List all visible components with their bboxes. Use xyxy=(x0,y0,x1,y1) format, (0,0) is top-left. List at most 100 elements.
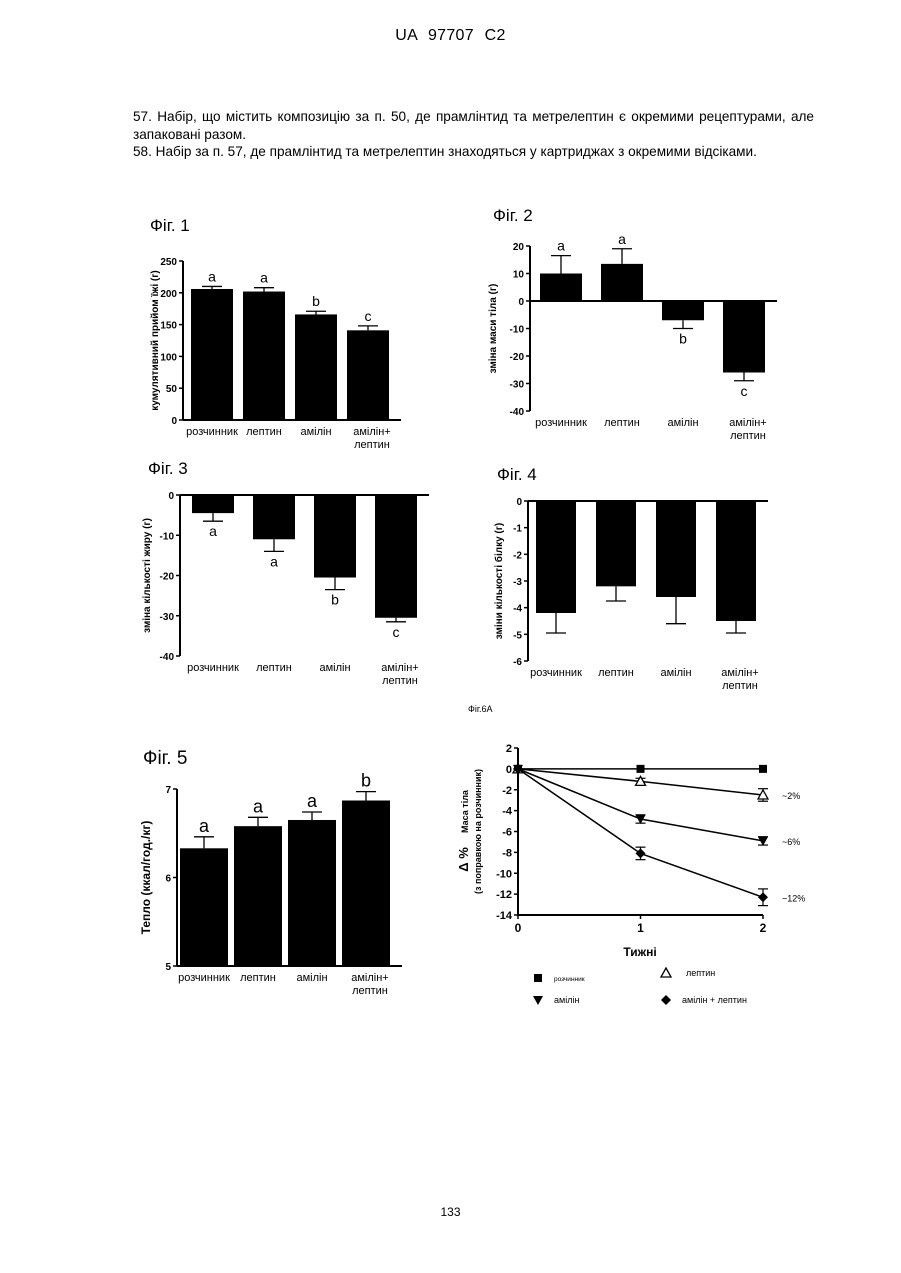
chart2-x-tick-label: амілін+лептин xyxy=(729,417,767,442)
chart6-point xyxy=(758,892,768,902)
chart5-y-tick-label: 6 xyxy=(165,874,171,885)
chart6-legend-marker xyxy=(533,996,543,1005)
chart5-bar xyxy=(288,820,336,966)
chart2-significance-letter: a xyxy=(618,231,626,247)
chart4-x-tick-label: амілін+лептин xyxy=(721,667,759,692)
chart2-significance-letter: b xyxy=(679,331,687,347)
chart4-x-tick-label: розчинник xyxy=(530,667,582,679)
chart4-x-tick-label: лептин xyxy=(598,667,634,679)
chart1-x-tick-label: амілін+лептин xyxy=(353,426,391,451)
chart4-y-tick-label: -2 xyxy=(513,550,522,561)
chart1-bar xyxy=(243,292,285,420)
chart1-significance-letter: c xyxy=(365,308,372,324)
chart6-legend-marker xyxy=(661,995,671,1005)
chart6-legend-marker xyxy=(661,968,671,977)
chart3-bar xyxy=(314,495,356,578)
chart6-x-tick-label: 2 xyxy=(760,921,767,935)
chart6-y-tick-label: -2 xyxy=(502,785,512,797)
chart1-bar xyxy=(347,330,389,420)
chart2-x-tick-label: лептин xyxy=(604,417,640,429)
chart4-y-tick-label: -6 xyxy=(513,657,522,668)
chart3-bar xyxy=(253,495,295,539)
chart3-bar xyxy=(375,495,417,618)
chart5-significance-letter: a xyxy=(307,791,318,811)
chart3-x-tick-label: амілін+лептин xyxy=(381,662,419,687)
chart3-y-tick-label: -10 xyxy=(160,531,175,542)
chart4-y-tick-label: -3 xyxy=(513,577,522,588)
chart1-bar xyxy=(191,289,233,420)
chart4-bar xyxy=(716,501,756,621)
chart1-x-tick-label: амілін xyxy=(300,426,331,438)
chart2-x-tick-label: розчинник xyxy=(535,417,587,429)
chart2-y-tick-label: -10 xyxy=(510,325,525,336)
chart3-bar xyxy=(192,495,234,513)
chart4-bar xyxy=(656,501,696,597)
chart1-significance-letter: a xyxy=(208,268,216,284)
chart6-point xyxy=(637,765,645,773)
chart6-legend-label: розчинник xyxy=(554,976,585,983)
chart1-y-tick-label: 250 xyxy=(160,257,177,268)
charts-group: Фіг. 1050100150200250кумулятивний прийом… xyxy=(139,206,805,1005)
chart5-y-tick-label: 5 xyxy=(165,962,171,973)
chart2-x-tick-label: амілін xyxy=(667,417,698,429)
chart6-annotation: ~6% xyxy=(782,837,800,847)
chart5-significance-letter: b xyxy=(361,771,371,791)
chart4-bar xyxy=(596,501,636,586)
chart6-annotation: ~12% xyxy=(782,893,805,903)
chart6-y-tick-label: -14 xyxy=(496,910,513,922)
fig-6a-caption: Фіг.6А xyxy=(468,704,493,714)
chart2-significance-letter: c xyxy=(741,383,748,399)
chart6-y-tick-label: 0 xyxy=(506,764,512,776)
chart4-bar xyxy=(536,501,576,613)
chart5-x-tick-label: лептин xyxy=(240,972,276,984)
chart2-y-tick-label: 0 xyxy=(518,297,524,308)
chart6-y-tick-label: -6 xyxy=(502,827,512,839)
chart6-series-line xyxy=(518,769,763,897)
chart1-significance-letter: a xyxy=(260,270,268,286)
chart3-title: Фіг. 3 xyxy=(148,459,188,478)
chart2-bar xyxy=(601,264,643,301)
chart2-title: Фіг. 2 xyxy=(493,206,533,225)
chart5-y-tick-label: 7 xyxy=(165,785,171,796)
chart4-y-tick-label: -5 xyxy=(513,630,522,641)
chart6-y-tick-label: -12 xyxy=(496,889,512,901)
chart6-y-tick-label: -10 xyxy=(496,868,512,880)
chart4-y-label: зміни кількості білку (г) xyxy=(493,523,505,640)
chart3-x-tick-label: лептин xyxy=(256,662,292,674)
chart3-significance-letter: a xyxy=(270,553,278,569)
chart2-y-label: зміна маси тіла (г) xyxy=(488,284,499,374)
chart6-legend-label: амілін + лептин xyxy=(682,995,747,1005)
chart2-y-tick-label: 10 xyxy=(513,270,525,281)
chart6-y-label-sub: Маса тіла xyxy=(460,789,470,833)
chart3-y-tick-label: 0 xyxy=(168,491,174,502)
chart6-y-tick-label: -4 xyxy=(502,806,513,818)
chart2-y-tick-label: -40 xyxy=(510,407,525,418)
chart5-significance-letter: a xyxy=(253,796,264,816)
chart1-y-tick-label: 100 xyxy=(160,352,177,363)
chart3-x-tick-label: розчинник xyxy=(187,662,239,674)
chart6-y-label-sub2: (з поправкою на розчинник) xyxy=(473,769,483,894)
chart3-x-tick-label: амілін xyxy=(319,662,350,674)
chart4-y-tick-label: 0 xyxy=(516,497,522,508)
chart6-legend-label: лептин xyxy=(686,968,715,978)
chart2-bar xyxy=(723,301,765,373)
chart5-x-tick-label: амілін xyxy=(296,972,327,984)
chart4-title: Фіг. 4 xyxy=(497,465,537,484)
chart1-significance-letter: b xyxy=(312,293,320,309)
chart2-significance-letter: a xyxy=(557,238,565,254)
chart5-bar xyxy=(342,801,390,966)
chart2-y-tick-label: 20 xyxy=(513,242,525,253)
chart5-x-tick-label: амілін+лептин xyxy=(351,972,389,997)
chart6-x-tick-label: 0 xyxy=(515,921,522,935)
chart3-y-tick-label: -20 xyxy=(160,572,175,583)
chart1-y-label: кумулятивний прийом їжі (г) xyxy=(150,270,161,411)
chart1-bar xyxy=(295,314,337,420)
chart6-y-label-main: Δ % xyxy=(456,847,471,872)
chart3-significance-letter: b xyxy=(331,592,339,608)
chart1-y-tick-label: 50 xyxy=(166,384,178,395)
chart4-y-tick-label: -4 xyxy=(513,604,522,615)
chart2-y-tick-label: -30 xyxy=(510,380,525,391)
chart3-y-tick-label: -40 xyxy=(160,652,175,663)
chart1-x-tick-label: лептин xyxy=(246,426,282,438)
